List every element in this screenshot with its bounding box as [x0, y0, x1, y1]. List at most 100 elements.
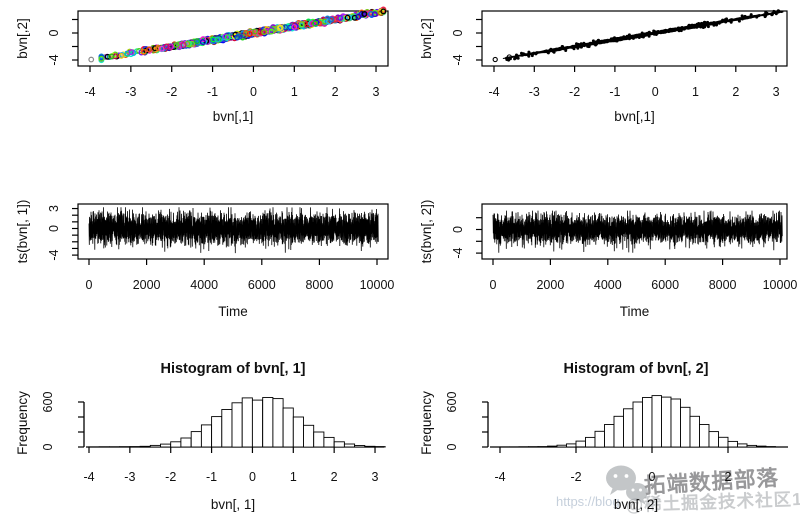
x-tick-label: 2: [732, 85, 739, 99]
x-axis-title: Time: [620, 304, 650, 319]
watermark-url-text: https://blog: [556, 494, 620, 509]
x-tick-label: 6000: [248, 278, 276, 292]
y-axis: 0 600: [41, 392, 85, 450]
x-axis: 0 2000 4000 6000 8000 10000: [490, 259, 798, 292]
y-tick-label: -4: [451, 54, 465, 65]
x-tick-label: 2000: [536, 278, 564, 292]
x-tick-label: -2: [569, 85, 580, 99]
x-tick-label: -1: [609, 85, 620, 99]
histogram-bars: [88, 397, 386, 448]
x-tick-label: 10000: [360, 278, 395, 292]
panel-timeseries-1: 0 2000 4000 6000 8000 10000 3 0 -4 Time ts(bvn[, 1…: [15, 200, 394, 319]
y-tick-label: 3: [47, 205, 61, 212]
x-tick-label: 0: [490, 278, 497, 292]
plot-title: Histogram of bvn[, 1]: [160, 361, 305, 377]
x-tick-label: 2: [725, 470, 732, 484]
x-tick-label: 8000: [709, 278, 737, 292]
panel-histogram-2: Histogram of bvn[, 2] -4 -2 0 2 0 600 bvn[, 2] F…: [419, 361, 788, 512]
timeseries-line: [88, 207, 379, 254]
timeseries-line: [492, 210, 783, 253]
x-tick-label: -4: [488, 85, 499, 99]
x-axis-title: bvn[, 2]: [614, 497, 658, 512]
plot-box: [481, 10, 788, 67]
x-tick-label: 3: [372, 470, 379, 484]
y-tick-label: 0: [41, 443, 55, 450]
y-axis-title: Frequency: [15, 391, 30, 455]
x-tick-label: -4: [84, 85, 95, 99]
histogram-bars: [499, 395, 776, 448]
y-axis-title: ts(bvn[, 2]): [419, 200, 434, 264]
x-axis-title: Time: [218, 304, 248, 319]
x-tick-label: -1: [206, 470, 217, 484]
x-axis: -4 -2 0 2: [490, 446, 788, 484]
x-axis: 0 2000 4000 6000 8000 10000: [86, 259, 395, 292]
y-axis: 0 -4: [47, 18, 78, 66]
x-tick-label: 8000: [305, 278, 333, 292]
panel-scatter-black: -4 -3 -2 -1 0 1 2 3 0 -4 bvn[,1] bvn[,2]: [419, 9, 788, 124]
x-tick-label: -3: [125, 85, 136, 99]
x-tick-label: 4000: [594, 278, 622, 292]
x-axis: -4 -3 -2 -1 0 1 2 3: [84, 66, 380, 99]
scatter-points: [88, 6, 387, 64]
x-tick-label: 0: [86, 278, 93, 292]
x-axis-title: bvn[,1]: [213, 109, 254, 124]
y-tick-label: -4: [451, 247, 465, 258]
x-tick-label: -2: [165, 470, 176, 484]
y-axis-title: bvn[,2]: [419, 18, 434, 59]
x-axis: -4 -3 -2 -1 0 1 2 3: [83, 446, 384, 484]
y-axis: 0 -4: [451, 18, 482, 66]
y-axis-title: Frequency: [419, 391, 434, 455]
wechat-chat-bubbles-icon: [606, 465, 648, 505]
x-tick-label: 10000: [763, 278, 798, 292]
x-tick-label: -1: [207, 85, 218, 99]
y-tick-label: 0: [451, 29, 465, 36]
x-axis: -4 -3 -2 -1 0 1 2 3: [488, 66, 780, 99]
y-tick-label: 600: [41, 392, 55, 413]
x-tick-label: -3: [124, 470, 135, 484]
y-tick-label: -4: [47, 54, 61, 65]
x-tick-label: 6000: [651, 278, 679, 292]
x-tick-label: 2: [331, 470, 338, 484]
x-tick-label: 4000: [190, 278, 218, 292]
y-tick-label: -4: [47, 249, 61, 260]
x-tick-label: 1: [692, 85, 699, 99]
y-tick-label: 0: [451, 226, 465, 233]
x-axis-title: bvn[, 1]: [211, 497, 255, 512]
x-tick-label: -4: [494, 470, 505, 484]
x-tick-label: 1: [290, 470, 297, 484]
y-tick-label: 0: [47, 29, 61, 36]
y-axis-title: bvn[,2]: [15, 18, 30, 59]
x-tick-label: -2: [166, 85, 177, 99]
x-tick-label: 3: [373, 85, 380, 99]
plot-box: [481, 203, 788, 260]
plot-box: [77, 203, 389, 260]
x-tick-label: 0: [652, 85, 659, 99]
x-tick-label: -2: [570, 470, 581, 484]
y-axis: 0 -4: [451, 217, 482, 259]
x-tick-label: -4: [83, 470, 94, 484]
plot-box: [77, 10, 389, 67]
scatter-band: [492, 9, 784, 63]
y-axis: 3 0 -4: [47, 205, 78, 261]
x-tick-label: 0: [649, 470, 656, 484]
x-tick-label: 0: [249, 470, 256, 484]
x-tick-label: 3: [773, 85, 780, 99]
panel-timeseries-2: 0 2000 4000 6000 8000 10000 0 -4 Time ts(bvn[, 2]…: [419, 200, 797, 319]
y-tick-label: 0: [47, 225, 61, 232]
x-tick-label: 0: [250, 85, 257, 99]
x-tick-label: 1: [291, 85, 298, 99]
plot-title: Histogram of bvn[, 2]: [563, 361, 708, 377]
x-tick-label: -3: [529, 85, 540, 99]
x-tick-label: 2: [332, 85, 339, 99]
y-axis-title: ts(bvn[, 1]): [15, 200, 30, 264]
y-tick-label: 600: [445, 392, 459, 413]
x-tick-label: 2000: [133, 278, 161, 292]
panel-scatter-colored: -4 -3 -2 -1 0 1 2 3 0 -4 bvn[,1] bvn[,2]: [15, 6, 389, 124]
y-axis: 0 600: [445, 392, 489, 450]
y-tick-label: 0: [445, 443, 459, 450]
x-axis-title: bvn[,1]: [614, 109, 655, 124]
